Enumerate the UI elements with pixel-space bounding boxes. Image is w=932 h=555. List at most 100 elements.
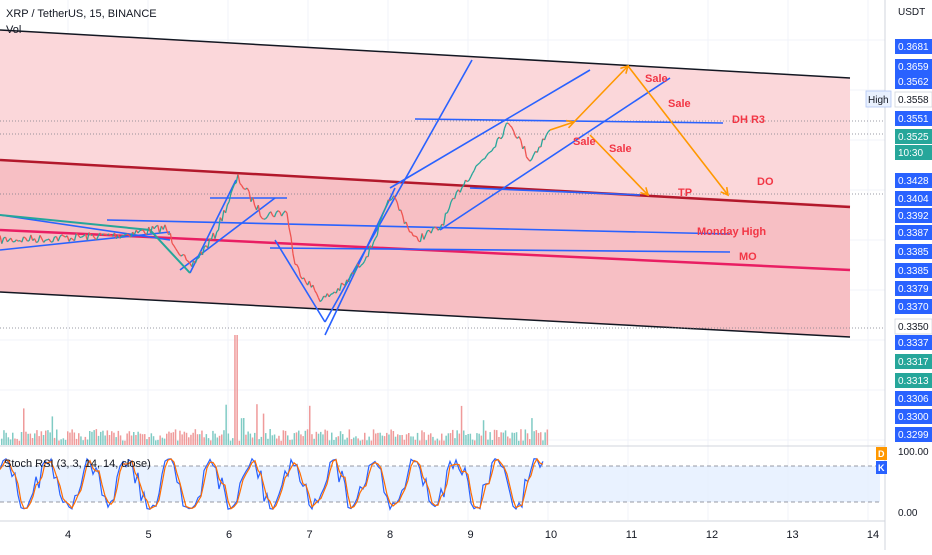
volume-bar [159,436,161,446]
volume-bar [536,430,538,445]
volume-bar [146,439,148,445]
volume-bar [56,430,58,446]
price-axis-label: 0.3385 [898,266,929,277]
volume-bar [214,434,216,445]
price-axis-label: 0.3525 [898,132,929,143]
time-tick-label: 11 [626,529,637,541]
volume-bar [60,439,62,445]
price-axis-label: 0.3313 [898,376,929,387]
volume-bar [133,432,135,445]
volume-bar [267,439,269,445]
annotation-label: Sale [573,136,596,148]
volume-bar [410,436,412,445]
volume-bar [278,436,280,445]
volume-bar [41,431,43,445]
volume-bar [412,437,414,446]
annotation-label: TP [678,187,692,199]
volume-bar [472,440,474,445]
annotation-label: MO [739,251,757,263]
price-candle [415,236,417,237]
time-tick-label: 7 [306,529,312,541]
volume-bar [76,439,78,445]
volume-bar [487,440,489,445]
volume-bar [368,437,370,445]
time-tick-label: 5 [145,529,151,541]
price-candle [197,258,199,259]
volume-bar [496,430,498,445]
volume-bar [184,432,186,445]
volume-bar [448,433,450,445]
volume-bar [16,439,18,445]
volume-bar [89,431,91,445]
volume-bar [69,433,71,445]
volume-bar [239,441,241,445]
volume-bar [250,434,252,445]
volume-bar [296,432,298,445]
volume-bar [421,430,423,445]
volume-bar [489,432,491,445]
time-tick-label: 12 [706,529,718,541]
price-axis-label: 0.3299 [898,430,929,441]
price-axis-label: 0.3317 [898,357,929,368]
price-axis-label: 0.3387 [898,228,929,239]
volume-bar [287,435,289,445]
volume-bar [85,437,87,445]
volume-bar [298,431,300,445]
volume-bar [272,435,274,445]
price-candle [106,235,108,236]
price-axis-label: 0.3428 [898,176,929,187]
volume-bar [393,431,395,445]
volume-bar [285,431,287,445]
annotation-label: DH R3 [732,114,765,126]
volume-bar [498,437,500,445]
volume-bar [23,408,25,445]
volume-bar [399,435,401,445]
price-candle [331,294,333,295]
volume-bar [503,433,505,445]
volume-bar [175,429,177,445]
volume-bar [353,438,355,445]
symbol-title[interactable]: XRP / TetherUS, 15, BINANCE [6,8,157,20]
volume-bar [269,429,271,445]
volume-bar [452,430,454,445]
volume-bar [93,430,95,445]
volume-label[interactable]: Vol [6,24,21,36]
volume-bar [164,439,166,445]
volume-bar [397,434,399,445]
price-candle [264,219,266,220]
volume-bar [329,440,331,445]
volume-bar [382,436,384,445]
volume-bar [324,430,326,445]
volume-bar [401,435,403,445]
volume-bar [122,441,124,446]
volume-bar [351,439,353,445]
volume-bar [445,436,447,445]
volume-bar [206,434,208,445]
volume-bar [80,436,82,445]
volume-bar [199,434,201,445]
volume-bar [291,440,293,445]
volume-bar [232,438,234,445]
volume-bar [283,430,285,445]
volume-bar [390,430,392,446]
volume-bar [318,434,320,445]
volume-bar [208,438,210,445]
volume-bar [265,433,267,445]
stoch-badge-label: D [878,449,885,459]
volume-bar [32,438,34,445]
stoch-rsi-label[interactable]: Stoch RSI (3, 3, 14, 14, close) [4,458,151,470]
volume-bar [456,430,458,445]
volume-bar [192,433,194,445]
volume-bar [177,441,179,445]
time-tick-label: 4 [65,529,71,541]
volume-bar [221,435,223,446]
volume-bar [5,433,7,445]
volume-bar [527,433,529,445]
volume-bar [71,429,73,445]
volume-bar [300,434,302,445]
price-candle [483,159,485,160]
volume-bar [252,438,254,446]
volume-bar [377,433,379,445]
volume-bar [45,431,47,445]
volume-bar [505,430,507,445]
